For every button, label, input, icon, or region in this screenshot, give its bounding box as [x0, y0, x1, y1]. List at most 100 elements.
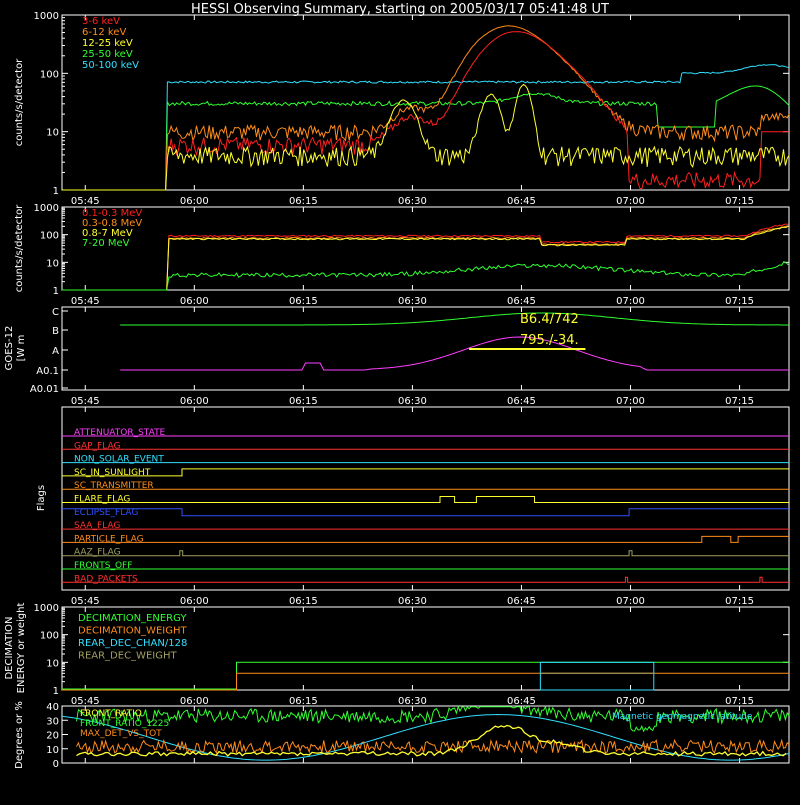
time-tick-label: 07:15	[725, 396, 754, 407]
goes-annotation: 795./-34.	[520, 333, 579, 348]
flag-line-particle-flag	[62, 535, 789, 543]
time-tick-label: 06:30	[398, 196, 427, 207]
legend-entry: 0.3-0.8 MeV	[82, 218, 142, 229]
time-tick-label: 07:00	[616, 596, 645, 607]
flag-label: FRONTS_OFF	[74, 561, 132, 571]
y-tick-label: 1000	[34, 603, 59, 614]
decimation-ylabel-2: ENERGY or weight	[16, 603, 27, 694]
flag-label: PARTICLE_FLAG	[74, 534, 144, 544]
flag-label: SAA_FLAG	[74, 521, 120, 531]
highenergy-panel-frame	[61, 206, 790, 291]
goes-ylabel: GOES-12	[4, 326, 15, 371]
time-tick-label: 06:00	[180, 596, 209, 607]
flag-line-sc-in-sunlight	[62, 468, 789, 477]
goes-panel-frame	[61, 306, 790, 391]
series-6-12kev-line	[62, 25, 790, 191]
time-tick-label: 06:15	[289, 696, 318, 707]
series-25-50kev-line	[62, 85, 790, 191]
time-tick-label: 05:45	[71, 596, 100, 607]
goes-ylabel-units: [W m	[16, 335, 27, 362]
flag-label: SC_IN_SUNLIGHT	[74, 468, 151, 478]
y-tick-label: 40	[46, 702, 59, 713]
flag-label: SC_TRANSMITTER	[74, 481, 154, 491]
flag-label: ATTENUATOR_STATE	[74, 428, 166, 438]
y-tick-label: 1	[53, 186, 59, 197]
time-tick-label: 06:15	[289, 196, 318, 207]
flag-label: AAZ_FLAG	[74, 548, 121, 558]
y-tick-label: A	[52, 346, 59, 357]
time-tick-label: 07:00	[616, 196, 645, 207]
front-ratio-1225-line	[76, 705, 790, 733]
y-tick-label: 0	[53, 759, 59, 770]
flag-line-bad-packets	[62, 576, 789, 583]
flag-label: ECLIPSE_FLAG	[74, 508, 138, 518]
flag-line-eclipse-flag	[62, 508, 789, 517]
legend-entry: DECIMATION_WEIGHT	[78, 626, 187, 637]
time-tick-label: 06:45	[507, 196, 536, 207]
decimation-panel-frame	[61, 606, 790, 691]
time-tick-label: 06:00	[180, 196, 209, 207]
time-tick-label: 06:00	[180, 396, 209, 407]
y-tick-label: 10	[46, 258, 59, 269]
legend-entry: 50-100 keV	[82, 60, 139, 71]
legend-entry: MAX_DET_VS_TOT	[80, 729, 162, 739]
decimation-energy-line	[62, 661, 789, 690]
time-tick-label: 05:45	[71, 196, 100, 207]
goes-short-channel-line	[120, 336, 789, 371]
series-50-100kev-line	[62, 64, 790, 191]
time-tick-label: 06:15	[289, 596, 318, 607]
time-tick-label: 06:30	[398, 296, 427, 307]
flags-ylabel: Flags	[36, 485, 47, 511]
legend-entry: REAR_DEC_WEIGHT	[78, 651, 177, 662]
lightcurve-panel-frame	[61, 14, 790, 191]
y-tick-label: C	[52, 307, 59, 318]
time-tick-label: 07:00	[616, 296, 645, 307]
series-0.8-7mev-line	[62, 225, 789, 291]
series-0.3-0.8mev-line	[62, 225, 789, 291]
rear-dec-chan-line	[539, 661, 655, 691]
legend-entry: 0.8-7 MeV	[82, 228, 133, 239]
y-tick-label: A0.1	[36, 366, 59, 377]
time-tick-label: 06:30	[398, 696, 427, 707]
time-tick-label: 06:45	[507, 696, 536, 707]
y-tick-label: 100	[40, 631, 59, 642]
time-tick-label: 06:15	[289, 396, 318, 407]
flag-label: NON_SOLAR_EVENT	[74, 455, 164, 465]
flag-line-flare-flag	[62, 496, 789, 503]
figure-title: HESSI Observing Summary, starting on 200…	[191, 2, 609, 17]
y-tick-label: 30	[46, 716, 59, 727]
legend-entry: Magnetic geomagnetic latitude	[612, 712, 753, 722]
time-tick-label: 07:15	[725, 596, 754, 607]
series-7-20mev-line	[62, 261, 789, 291]
time-tick-label: 05:45	[71, 296, 100, 307]
time-tick-label: 07:00	[616, 696, 645, 707]
time-tick-label: 06:45	[507, 296, 536, 307]
legend-entry: 25-50 keV	[82, 49, 133, 60]
y-tick-label: 100	[40, 231, 59, 242]
y-tick-label: 1	[53, 686, 59, 697]
goes-long-channel-line	[120, 312, 789, 326]
time-tick-label: 07:00	[616, 396, 645, 407]
time-tick-label: 06:45	[507, 396, 536, 407]
y-tick-label: 10	[46, 658, 59, 669]
y-tick-label: 10	[46, 128, 59, 139]
time-tick-label: 06:00	[180, 296, 209, 307]
flag-line-aaz-flag	[62, 550, 789, 557]
lightcurve-ylabel: counts/s/detector	[14, 58, 25, 146]
highenergy-ylabel: counts/s/detector	[14, 204, 25, 292]
time-tick-label: 07:15	[725, 696, 754, 707]
goes-annotation: B6.4/742	[520, 312, 579, 327]
legend-entry: 6-12 keV	[82, 27, 126, 38]
legend-entry: REAR_DEC_CHAN/128	[78, 638, 187, 649]
max-det-vs-tot-line	[76, 738, 790, 755]
series-12-25kev-line	[62, 83, 790, 191]
time-tick-label: 06:15	[289, 296, 318, 307]
time-tick-label: 06:30	[398, 596, 427, 607]
time-tick-label: 06:45	[507, 596, 536, 607]
decimation-ylabel: DECIMATION	[4, 616, 15, 679]
y-tick-label: 100	[40, 69, 59, 80]
y-tick-label: 10	[46, 745, 59, 756]
time-tick-label: 07:15	[725, 296, 754, 307]
